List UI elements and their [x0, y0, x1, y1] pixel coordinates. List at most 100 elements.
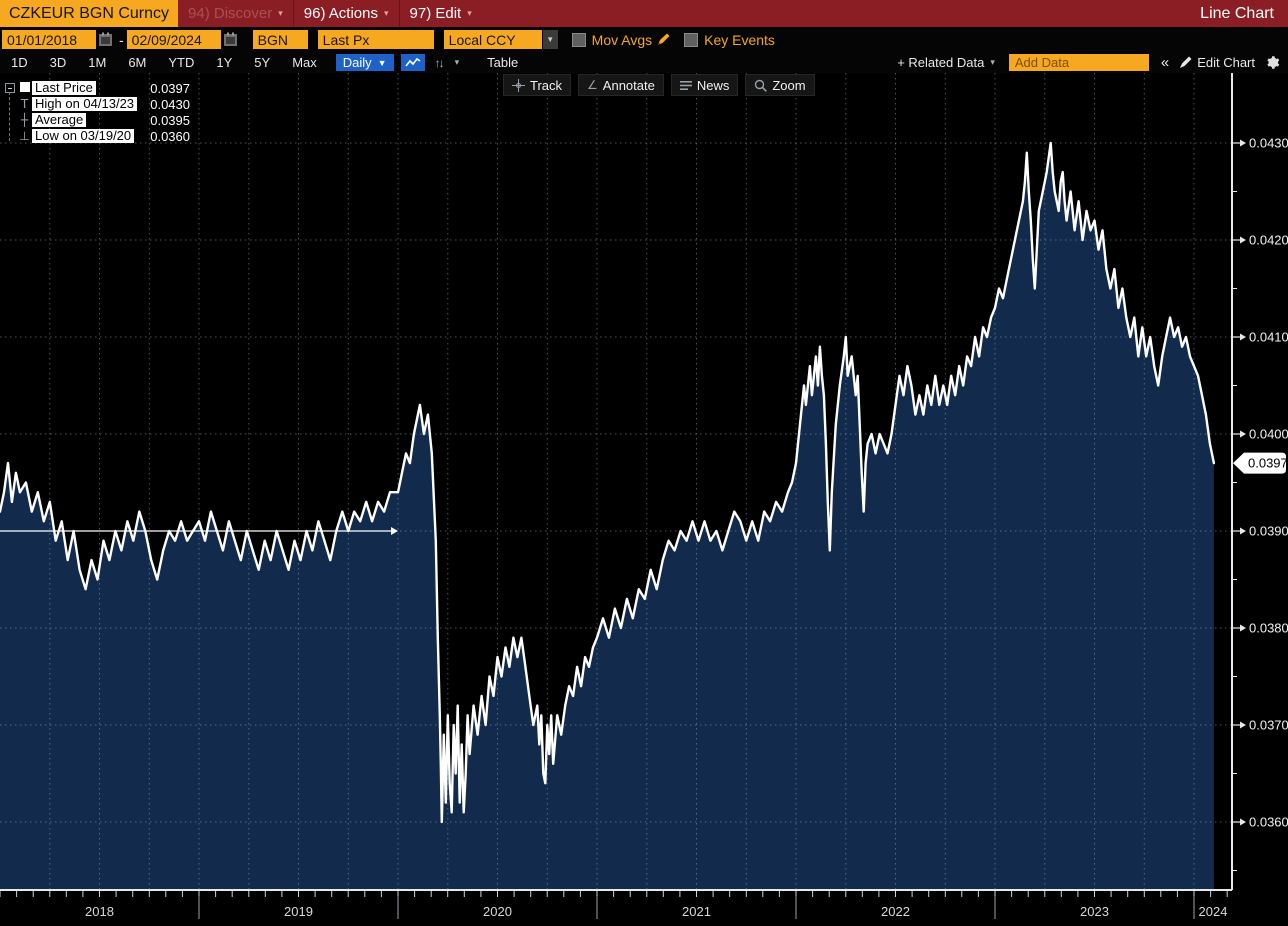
period-buttons: 1D 3D 1M 6M YTD 1Y 5Y Max [0, 55, 328, 70]
chart-plot-area[interactable]: 2018 2019 2020 2021 2022 2023 2024 0.0430 0.0420… [0, 73, 1288, 926]
legend-row: ┼ Average 0.0395 [4, 112, 196, 128]
chevron-down-icon: ▾ [990, 57, 995, 67]
high-marker-icon: T [20, 97, 29, 111]
zoom-button[interactable]: Zoom [745, 74, 815, 96]
mov-avgs-label[interactable]: Mov Avgs [591, 31, 653, 48]
view-title: Line Chart [1200, 4, 1274, 22]
chevron-down-icon: ▾ [467, 8, 472, 18]
chevron-down-icon: ▾ [383, 8, 389, 18]
line-chart-svg[interactable]: 2018 2019 2020 2021 2022 2023 2024 0.0430 0.0420… [0, 73, 1288, 926]
chevron-down-icon: ▼ [377, 57, 387, 68]
axes [0, 73, 1233, 891]
svg-text:0.0390: 0.0390 [1249, 524, 1288, 539]
svg-text:0.0397: 0.0397 [1248, 456, 1288, 471]
legend-value: 0.0395 [150, 112, 190, 128]
sort-arrows-icon[interactable]: ↑↓ [434, 55, 445, 70]
crosshair-icon [512, 78, 525, 92]
security-ticker[interactable]: CZKEUR BGN Curncy [0, 0, 179, 27]
legend-label[interactable]: Last Price [32, 81, 96, 95]
add-data-input[interactable] [1008, 54, 1149, 71]
y-axis-labels: 0.0430 0.0420 0.0410 0.0400 0.0390 0.0380 0.03… [1232, 136, 1288, 871]
menu-actions[interactable]: 96) Actions ▾ [303, 5, 389, 22]
svg-text:2022: 2022 [881, 904, 910, 919]
pricing-source-input[interactable] [252, 30, 308, 49]
svg-text:0.0370: 0.0370 [1249, 718, 1288, 733]
series-swatch [17, 81, 32, 95]
svg-text:0.0430: 0.0430 [1249, 136, 1288, 151]
average-marker-icon: ┼ [20, 113, 29, 127]
svg-text:0.0410: 0.0410 [1249, 330, 1288, 345]
legend-label[interactable]: High on 04/13/23 [32, 97, 138, 111]
date-from-input[interactable] [2, 30, 96, 49]
period-button-3d[interactable]: 3D [49, 55, 67, 70]
svg-text:2020: 2020 [483, 904, 512, 919]
price-chart: 2018 2019 2020 2021 2022 2023 2024 0.0430 0.0420… [0, 73, 1288, 926]
chevron-down-icon[interactable]: ▾ [454, 57, 460, 67]
area-fill [0, 143, 1214, 890]
annotate-button[interactable]: ∠ Annotate [578, 74, 664, 96]
legend-label[interactable]: Low on 03/19/20 [32, 129, 135, 143]
edit-chart-button[interactable]: Edit Chart [1179, 55, 1255, 70]
period-button-1m[interactable]: 1M [88, 55, 107, 70]
period-button-max[interactable]: Max [292, 55, 317, 70]
study-field-input[interactable] [317, 30, 434, 49]
last-price-tag: 0.0397 [1233, 452, 1288, 474]
chart-tools: Track ∠ Annotate News Zoom [503, 74, 815, 96]
svg-text:2023: 2023 [1080, 904, 1109, 919]
period-button-1y[interactable]: 1Y [216, 55, 233, 70]
legend-rows: Last Price 0.0397 T High on 04/13/23 0.0430 ┼… [4, 80, 196, 144]
menu-edit[interactable]: 97) Edit ▾ [409, 5, 472, 22]
line-chart-type-icon[interactable] [400, 54, 425, 71]
svg-text:2018: 2018 [85, 904, 114, 919]
svg-text:2021: 2021 [682, 904, 711, 919]
gear-icon[interactable] [1265, 55, 1280, 70]
pencil-icon[interactable] [656, 33, 670, 47]
svg-text:2024: 2024 [1199, 904, 1228, 919]
date-to-input[interactable] [126, 30, 221, 49]
chevron-down-icon: ▾ [278, 8, 283, 18]
svg-text:0.0400: 0.0400 [1249, 427, 1288, 442]
query-bar: - ▼ Mov Avgs Key Events [0, 27, 1288, 53]
annotate-pencil-icon: ∠ [587, 78, 598, 92]
price-line [0, 141, 1216, 824]
calendar-icon[interactable] [223, 32, 238, 47]
news-button[interactable]: News [670, 74, 739, 96]
legend-tree [9, 92, 10, 141]
legend-label[interactable]: Average [32, 113, 87, 127]
menu-divider [292, 0, 294, 27]
chart-options-bar: 1D 3D 1M 6M YTD 1Y 5Y Max Daily ▼ ↑↓ ▾ Table + … [0, 52, 1288, 73]
table-button[interactable]: Table [487, 55, 519, 70]
currency-dropdown-button[interactable]: ▼ [542, 30, 558, 49]
chevron-down-icon: ▼ [546, 35, 555, 44]
frequency-select[interactable]: Daily ▼ [335, 54, 394, 71]
news-lines-icon [679, 80, 692, 90]
period-button-ytd[interactable]: YTD [168, 55, 195, 70]
period-button-1d[interactable]: 1D [11, 55, 28, 70]
menu-discover[interactable]: 94) Discover ▾ [188, 5, 283, 22]
horizontal-annotation-line[interactable] [0, 527, 398, 535]
legend-expander[interactable] [5, 83, 15, 93]
legend-value: 0.0397 [150, 80, 190, 96]
legend-value: 0.0360 [150, 128, 190, 144]
pencil-icon [1180, 56, 1192, 68]
right-toolbar-cluster: + Related Data ▾ « Edit Chart [897, 54, 1288, 71]
legend-value: 0.0430 [150, 96, 190, 112]
mov-avgs-checkbox[interactable] [571, 32, 586, 47]
calendar-icon[interactable] [98, 32, 113, 47]
track-button[interactable]: Track [503, 74, 572, 96]
period-button-6m[interactable]: 6M [128, 55, 147, 70]
legend-row: T High on 04/13/23 0.0430 [4, 96, 196, 112]
currency-select[interactable] [443, 30, 542, 49]
collapse-panel-icon[interactable]: « [1160, 54, 1170, 71]
chart-legend: Last Price 0.0397 T High on 04/13/23 0.0430 ┼… [4, 80, 196, 144]
period-button-5y[interactable]: 5Y [254, 55, 271, 70]
key-events-label[interactable]: Key Events [704, 31, 775, 48]
x-axis-month-ticks [0, 891, 1228, 897]
key-events-checkbox[interactable] [684, 32, 699, 47]
svg-text:2019: 2019 [284, 904, 313, 919]
title-bar: CZKEUR BGN Curncy 94) Discover ▾ 96) Act… [0, 0, 1288, 27]
x-axis-year-labels: 2018 2019 2020 2021 2022 2023 2024 [85, 896, 1227, 919]
magnifier-icon [755, 79, 768, 92]
related-data-button[interactable]: + Related Data ▾ [897, 55, 995, 70]
